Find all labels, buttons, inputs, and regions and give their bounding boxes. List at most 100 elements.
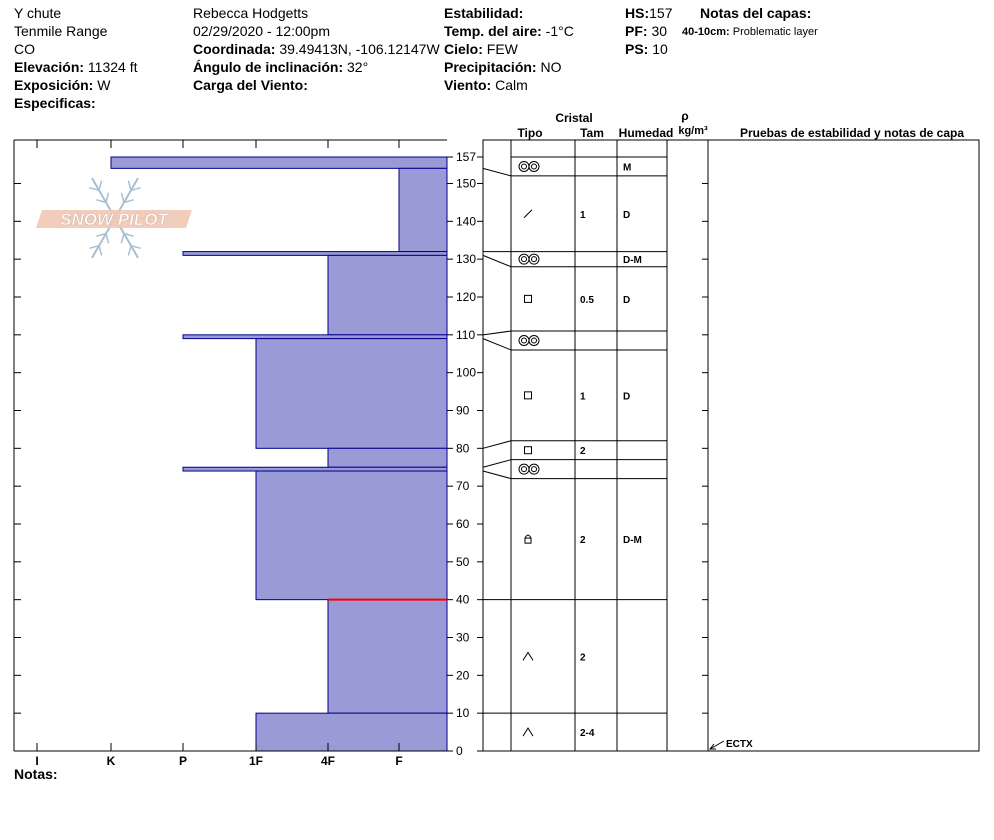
crystal-type-symbol: [523, 209, 533, 219]
crystal-type-symbol: [518, 160, 540, 172]
layer-note-text: Problematic layer: [732, 26, 818, 38]
faceted-icon: [524, 446, 532, 455]
coordinate-label: Coordinada:: [193, 41, 276, 57]
hardness-bar: [255, 470, 448, 601]
layer-connector: [482, 167, 512, 177]
depth-tick-label: 110: [456, 328, 475, 342]
depth-hoar-icon: [522, 651, 534, 661]
precip-row: Precipitación: NO: [444, 58, 574, 76]
layer-size: 1: [580, 391, 586, 402]
depth-tick-label: 100: [456, 366, 476, 380]
aspect-value: W: [97, 77, 111, 93]
air-temp-row: Temp. del aire: -1°C: [444, 22, 574, 40]
melt-freeze-icon: [521, 256, 527, 263]
wind-row: Viento: Calm: [444, 76, 574, 94]
melt-freeze-icon: [528, 334, 540, 346]
slope-label: Ángulo de inclinación:: [193, 59, 344, 75]
header-rho: ρ: [681, 109, 688, 123]
wind-load-row: Carga del Viento:: [193, 76, 440, 94]
snowflake-branch: [89, 186, 100, 192]
hardness-axis-label: K: [107, 754, 116, 768]
observation-datetime: 02/29/2020 - 12:00pm: [193, 23, 330, 39]
layer-connector: [482, 459, 512, 468]
precip-value: NO: [540, 59, 562, 75]
layer-notes-label: Notas del capas:: [700, 5, 812, 21]
snowflake-branch: [123, 199, 134, 204]
state: CO: [14, 41, 35, 57]
melt-freeze-icon: [521, 337, 527, 344]
hardness-axis-label: F: [395, 754, 402, 768]
watermark-band: [36, 210, 192, 228]
hs-value: 157: [649, 5, 673, 21]
header-size: Tam: [580, 126, 604, 140]
faceted-icon: [524, 391, 532, 400]
snowflake-branch: [130, 186, 141, 192]
wind-label: Viento:: [444, 77, 492, 93]
rounding-faceted-icon: [524, 537, 532, 544]
test-label: ECTX: [726, 739, 753, 750]
hardness-bar: [327, 254, 448, 336]
elevation-row: Elevación: 11324 ft: [14, 58, 137, 76]
test-marker-arrow: [708, 743, 716, 750]
hs-row: HS:157: [625, 4, 672, 22]
snowflake-branch: [123, 232, 134, 237]
depth-tick-label: 10: [456, 706, 470, 720]
elevation-value: 11324 ft: [87, 59, 138, 75]
rounding-faceted-icon: [524, 534, 532, 539]
melt-freeze-icon: [528, 160, 540, 172]
header-crystal: Cristal: [555, 111, 592, 125]
depth-tick-label: 157: [456, 150, 476, 164]
crystal-type-symbol: [518, 463, 540, 475]
crystal-type-symbol: [522, 727, 534, 737]
depth-hoar-icon: [522, 727, 534, 737]
depth-tick-label: 30: [456, 630, 470, 644]
depth-tick-label: 150: [456, 176, 476, 190]
snowflake-branch: [89, 244, 100, 250]
melt-freeze-icon: [531, 163, 537, 170]
hardness-axis-label: 1F: [249, 754, 263, 768]
melt-freeze-icon: [528, 463, 540, 475]
header-info-weather: Estabilidad: Temp. del aire: -1°C Cielo:…: [444, 4, 574, 94]
header-info-observer: Rebecca Hodgetts 02/29/2020 - 12:00pm Co…: [193, 4, 440, 94]
snowpilot-watermark: SNOW PILOT: [36, 177, 192, 259]
notes-label: Notas:: [14, 766, 58, 782]
layer-moisture: D: [623, 391, 630, 402]
depth-tick-label: 130: [456, 252, 476, 266]
hardness-bar: [255, 712, 448, 752]
layer-size: 2: [580, 535, 586, 546]
depth-tick-label: 80: [456, 441, 470, 455]
watermark-text: SNOW PILOT: [60, 210, 169, 229]
sky-row: Cielo: FEW: [444, 40, 574, 58]
layer-moisture: D-M: [623, 535, 642, 546]
crystal-type-symbol: [524, 534, 532, 544]
table-frame: [482, 139, 980, 752]
slope-value: 32°: [347, 59, 369, 75]
layer-size: 2: [580, 652, 586, 663]
depth-tick-label: 140: [456, 214, 476, 228]
hardness-bar: [110, 156, 448, 169]
layer-size: 1: [580, 210, 586, 221]
crystal-type-symbol: [524, 391, 532, 400]
layer-connector: [482, 330, 512, 336]
depth-tick-label: 50: [456, 555, 470, 569]
hs-label: HS:: [625, 5, 650, 21]
chart-axes: I K P 1F 4F F 0 10 20 30 40 50 60 70 80 90 100 110 120 130 1…: [14, 140, 708, 768]
snowflake-branch: [120, 192, 125, 203]
snowflake-branch: [105, 192, 110, 203]
hardness-axis-label: I: [35, 754, 38, 768]
wind-value: Calm: [495, 77, 528, 93]
depth-tick-label: 0: [456, 744, 463, 758]
faceted-icon: [524, 294, 532, 303]
layer-connector: [482, 254, 512, 268]
snowflake-branch: [96, 232, 107, 237]
depth-tick-label: 40: [456, 593, 470, 607]
melt-freeze-icon: [518, 253, 530, 265]
layer-size: 2: [580, 446, 586, 457]
depth-tick-label: 90: [456, 403, 470, 417]
hardness-bar: [327, 447, 448, 468]
header-info-depths: HS:157 PF: 30 PS: 10: [625, 4, 672, 58]
layer-note-range: 40-10cm:: [682, 26, 730, 38]
hardness-bar: [182, 334, 448, 340]
crystal-type-symbol: [518, 334, 540, 346]
decomposing-icon: [523, 209, 533, 219]
